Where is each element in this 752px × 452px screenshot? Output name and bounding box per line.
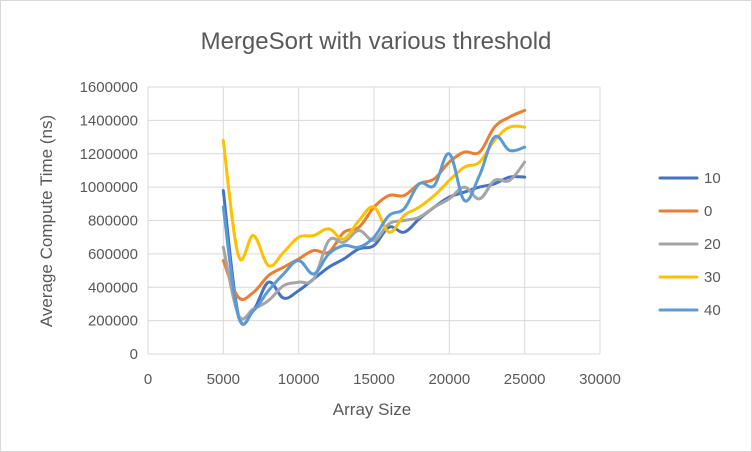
legend-label-40: 40 (704, 302, 721, 319)
x-tick-label: 30000 (579, 371, 621, 388)
x-tick-label: 25000 (504, 371, 546, 388)
y-tick-label: 400000 (88, 279, 138, 296)
x-axis-title: Array Size (333, 400, 411, 419)
chart-title: MergeSort with various threshold (201, 28, 552, 55)
gridlines (147, 86, 601, 355)
legend-label-0: 0 (704, 203, 712, 220)
y-axis-title: Average Compute Time (ns) (37, 115, 56, 327)
y-tick-label: 1400000 (80, 112, 138, 129)
series-line-40 (221, 134, 527, 326)
y-tick-label: 0 (130, 346, 138, 363)
legend-label-10: 10 (704, 170, 721, 187)
x-tick-label: 0 (144, 371, 152, 388)
legend: 10 0 20 30 40 (658, 170, 721, 319)
series-lines (221, 108, 527, 326)
x-tick-label: 20000 (428, 371, 470, 388)
y-tick-label: 1200000 (80, 146, 138, 163)
y-tick-label: 1600000 (80, 79, 138, 96)
x-tick-label: 10000 (278, 371, 320, 388)
x-tick-label: 5000 (207, 371, 240, 388)
y-tick-label: 1000000 (80, 179, 138, 196)
y-axis-ticks: 0 200000 400000 600000 800000 1000000 1200000 1… (80, 79, 138, 363)
series-line-30 (221, 124, 527, 268)
y-tick-label: 200000 (88, 313, 138, 330)
x-tick-label: 15000 (353, 371, 395, 388)
y-tick-label: 800000 (88, 213, 138, 230)
series-line-20 (221, 160, 527, 321)
legend-label-20: 20 (704, 236, 721, 253)
legend-label-30: 30 (704, 269, 721, 286)
y-tick-label: 600000 (88, 246, 138, 263)
x-axis-ticks: 0 5000 10000 15000 20000 25000 30000 (144, 371, 621, 388)
